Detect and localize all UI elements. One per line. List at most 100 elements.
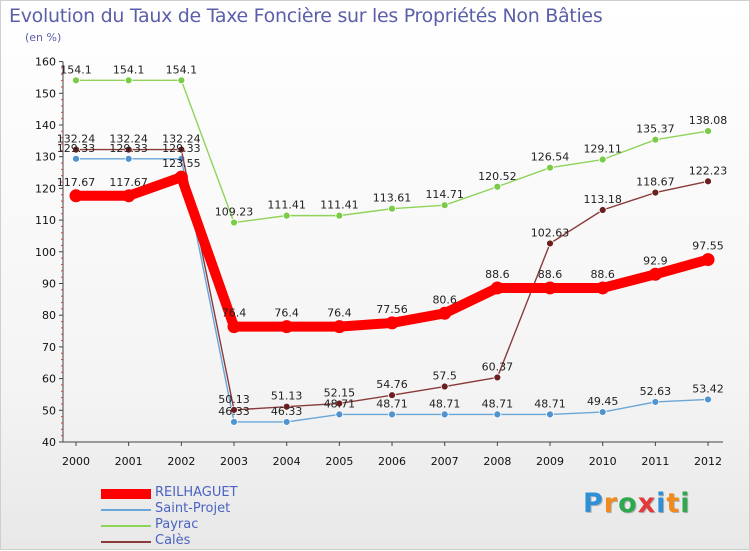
data-label-reilhaguet: 76.4 xyxy=(327,307,352,320)
data-label-reilhaguet: 92.9 xyxy=(643,254,668,267)
x-tick-label: 2001 xyxy=(115,455,143,468)
x-tick-label: 2010 xyxy=(589,455,617,468)
y-tick-label: 120 xyxy=(35,182,56,195)
data-label-payrac: 154.1 xyxy=(166,63,198,76)
data-point-reilhaguet xyxy=(701,253,715,267)
legend-swatch xyxy=(101,541,151,543)
data-point-payrac xyxy=(388,204,396,213)
data-label-cal-s: 60.37 xyxy=(482,360,514,373)
logo-letter: r xyxy=(603,488,619,519)
logo-letter: i xyxy=(656,488,667,519)
data-point-saint-projet xyxy=(440,410,449,419)
data-point-payrac xyxy=(124,76,133,85)
y-tick-label: 140 xyxy=(35,119,56,132)
legend-label: Calès xyxy=(155,533,191,548)
data-label-payrac: 129.11 xyxy=(583,143,622,156)
x-tick-label: 2008 xyxy=(483,455,511,468)
data-label-saint-projet: 48.71 xyxy=(376,397,408,410)
data-point-cal-s xyxy=(546,239,554,248)
y-tick-label: 40 xyxy=(42,436,56,449)
data-point-saint-projet xyxy=(72,154,80,163)
data-point-payrac xyxy=(493,182,502,191)
x-tick-label: 2003 xyxy=(220,455,248,468)
legend-label: Saint-Projet xyxy=(155,501,231,516)
legend-item-saint-projet: Saint-Projet xyxy=(101,502,301,518)
data-point-saint-projet xyxy=(704,395,712,404)
data-point-cal-s xyxy=(651,188,660,197)
data-label-reilhaguet: 88.6 xyxy=(485,268,510,281)
data-point-saint-projet xyxy=(388,410,396,419)
data-point-cal-s xyxy=(388,391,396,400)
data-point-saint-projet xyxy=(124,154,133,163)
logo-letter: o xyxy=(618,488,638,519)
data-point-reilhaguet xyxy=(385,316,399,330)
data-label-payrac: 114.71 xyxy=(425,188,464,201)
chart-legend: REILHAGUET Saint-Projet Payrac Calès xyxy=(101,486,301,550)
data-label-payrac: 135.37 xyxy=(636,123,675,136)
data-point-saint-projet xyxy=(598,408,607,416)
data-label-reilhaguet: 88.6 xyxy=(590,268,615,281)
data-point-reilhaguet xyxy=(174,170,188,184)
data-label-cal-s: 51.13 xyxy=(271,390,303,403)
y-tick-label: 100 xyxy=(35,246,56,259)
data-point-payrac xyxy=(230,218,238,227)
data-label-payrac: 111.41 xyxy=(267,199,306,212)
data-label-reilhaguet: 117.67 xyxy=(57,176,96,189)
legend-swatch xyxy=(101,489,151,499)
data-point-saint-projet xyxy=(651,398,660,406)
data-label-cal-s: 57.5 xyxy=(432,370,457,383)
data-point-reilhaguet xyxy=(69,189,83,203)
chart-axes: 40 50 60 70 80 90 100 110 120 130 140 150 160 2000 200… xyxy=(35,56,723,468)
data-label-cal-s: 54.76 xyxy=(376,378,408,391)
data-label-payrac: 138.08 xyxy=(689,114,728,127)
data-label-reilhaguet: 97.55 xyxy=(692,240,724,253)
x-tick-label: 2012 xyxy=(694,455,722,468)
data-point-saint-projet xyxy=(546,410,554,419)
data-label-saint-projet: 48.71 xyxy=(482,397,514,410)
y-tick-label: 160 xyxy=(35,56,56,69)
data-label-payrac: 111.41 xyxy=(320,199,359,212)
x-tick-label: 2006 xyxy=(378,455,406,468)
legend-label: REILHAGUET xyxy=(155,485,238,500)
data-point-cal-s xyxy=(282,402,291,411)
data-label-saint-projet: 53.42 xyxy=(692,382,724,395)
x-tick-label: 2007 xyxy=(431,455,459,468)
data-point-reilhaguet xyxy=(227,320,241,334)
data-label-cal-s: 113.18 xyxy=(583,193,622,206)
data-label-saint-projet: 48.71 xyxy=(534,397,566,410)
data-point-cal-s xyxy=(598,206,607,214)
y-tick-label: 50 xyxy=(42,404,56,417)
data-point-saint-projet xyxy=(282,418,291,426)
data-point-cal-s xyxy=(493,373,502,382)
y-tick-label: 70 xyxy=(42,341,56,354)
data-label-saint-projet: 46.33 xyxy=(218,405,250,418)
data-label-cal-s: 118.67 xyxy=(636,176,675,189)
legend-item-payrac: Payrac xyxy=(101,518,301,534)
logo-letter: x xyxy=(637,488,657,519)
data-label-saint-projet: 129.33 xyxy=(162,142,201,155)
data-point-reilhaguet xyxy=(438,306,452,320)
data-point-payrac xyxy=(335,211,344,220)
data-point-payrac xyxy=(440,201,449,210)
data-point-cal-s xyxy=(124,145,133,154)
data-point-cal-s xyxy=(72,145,80,154)
y-tick-label: 150 xyxy=(35,87,56,100)
x-tick-label: 2004 xyxy=(273,455,301,468)
data-label-reilhaguet: 77.56 xyxy=(376,303,408,316)
data-point-payrac xyxy=(651,135,660,144)
y-tick-label: 90 xyxy=(42,278,56,291)
data-point-reilhaguet xyxy=(543,281,557,295)
data-label-cal-s: 102.63 xyxy=(531,226,570,239)
legend-item-cales: Calès xyxy=(101,534,301,550)
data-label-cal-s: 122.23 xyxy=(689,164,728,177)
y-tick-label: 110 xyxy=(35,214,56,227)
data-label-saint-projet: 46.33 xyxy=(271,405,303,418)
data-label-reilhaguet: 88.6 xyxy=(538,268,563,281)
legend-label: Payrac xyxy=(155,517,199,532)
data-label-saint-projet: 49.45 xyxy=(587,395,619,408)
data-label-payrac: 113.61 xyxy=(373,192,412,205)
data-point-reilhaguet xyxy=(648,267,662,281)
data-label-payrac: 109.23 xyxy=(215,206,254,219)
data-label-payrac: 154.1 xyxy=(113,63,145,76)
